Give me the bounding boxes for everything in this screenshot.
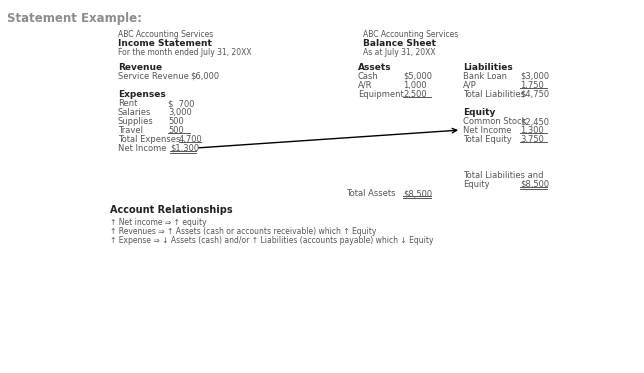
Text: A/R: A/R bbox=[358, 81, 372, 90]
Text: 500: 500 bbox=[168, 117, 184, 126]
Text: 1,750: 1,750 bbox=[520, 81, 544, 90]
Text: Supplies: Supplies bbox=[118, 117, 154, 126]
Text: Net Income: Net Income bbox=[118, 144, 167, 153]
Text: Equity: Equity bbox=[463, 180, 489, 189]
Text: Total Expenses: Total Expenses bbox=[118, 135, 180, 144]
Text: Liabilities: Liabilities bbox=[463, 63, 513, 72]
Text: Total Liabilities: Total Liabilities bbox=[463, 90, 525, 99]
Text: Salaries: Salaries bbox=[118, 108, 151, 117]
Text: $  700: $ 700 bbox=[168, 99, 194, 108]
Text: 4,700: 4,700 bbox=[179, 135, 203, 144]
Text: $3,000: $3,000 bbox=[520, 72, 549, 81]
Text: Total Liabilities and: Total Liabilities and bbox=[463, 171, 544, 180]
Text: Expenses: Expenses bbox=[118, 90, 166, 99]
Text: A/P: A/P bbox=[463, 81, 477, 90]
Text: $8,500: $8,500 bbox=[403, 189, 432, 198]
Text: Statement Example:: Statement Example: bbox=[7, 12, 142, 25]
Text: 3,000: 3,000 bbox=[168, 108, 192, 117]
Text: Cash: Cash bbox=[358, 72, 379, 81]
Text: 500: 500 bbox=[168, 126, 184, 135]
Text: Net Income: Net Income bbox=[463, 126, 511, 135]
Text: Total Equity: Total Equity bbox=[463, 135, 512, 144]
Text: ABC Accounting Services: ABC Accounting Services bbox=[363, 30, 459, 39]
Text: Balance Sheet: Balance Sheet bbox=[363, 39, 436, 48]
Text: 1,300: 1,300 bbox=[520, 126, 544, 135]
Text: Travel: Travel bbox=[118, 126, 143, 135]
Text: $2,450: $2,450 bbox=[520, 117, 549, 126]
Text: 2,500: 2,500 bbox=[403, 90, 426, 99]
Text: Rent: Rent bbox=[118, 99, 137, 108]
Text: ↑ Net income ⇒ ↑ equity: ↑ Net income ⇒ ↑ equity bbox=[110, 218, 207, 227]
Text: 3,750: 3,750 bbox=[520, 135, 544, 144]
Text: $8,500: $8,500 bbox=[520, 180, 549, 189]
Text: Common Stock: Common Stock bbox=[463, 117, 527, 126]
Text: Total Assets: Total Assets bbox=[346, 189, 395, 198]
Text: Equity: Equity bbox=[463, 108, 495, 117]
Text: ABC Accounting Services: ABC Accounting Services bbox=[118, 30, 213, 39]
Text: $6,000: $6,000 bbox=[190, 72, 219, 81]
Text: Assets: Assets bbox=[358, 63, 392, 72]
Text: Income Statement: Income Statement bbox=[118, 39, 212, 48]
Text: As at July 31, 20XX: As at July 31, 20XX bbox=[363, 48, 435, 57]
Text: Bank Loan: Bank Loan bbox=[463, 72, 507, 81]
Text: ↑ Revenues ⇒ ↑ Assets (cash or accounts receivable) which ↑ Equity: ↑ Revenues ⇒ ↑ Assets (cash or accounts … bbox=[110, 227, 376, 236]
Text: For the month ended July 31, 20XX: For the month ended July 31, 20XX bbox=[118, 48, 252, 57]
Text: Account Relationships: Account Relationships bbox=[110, 205, 232, 215]
Text: Equipment: Equipment bbox=[358, 90, 404, 99]
Text: $1,300: $1,300 bbox=[170, 144, 199, 153]
Text: $4,750: $4,750 bbox=[520, 90, 549, 99]
Text: Service Revenue: Service Revenue bbox=[118, 72, 189, 81]
Text: Revenue: Revenue bbox=[118, 63, 162, 72]
Text: ↑ Expense ⇒ ↓ Assets (cash) and/or ↑ Liabilities (accounts payable) which ↓ Equi: ↑ Expense ⇒ ↓ Assets (cash) and/or ↑ Lia… bbox=[110, 236, 433, 245]
Text: $5,000: $5,000 bbox=[403, 72, 432, 81]
Text: 1,000: 1,000 bbox=[403, 81, 426, 90]
